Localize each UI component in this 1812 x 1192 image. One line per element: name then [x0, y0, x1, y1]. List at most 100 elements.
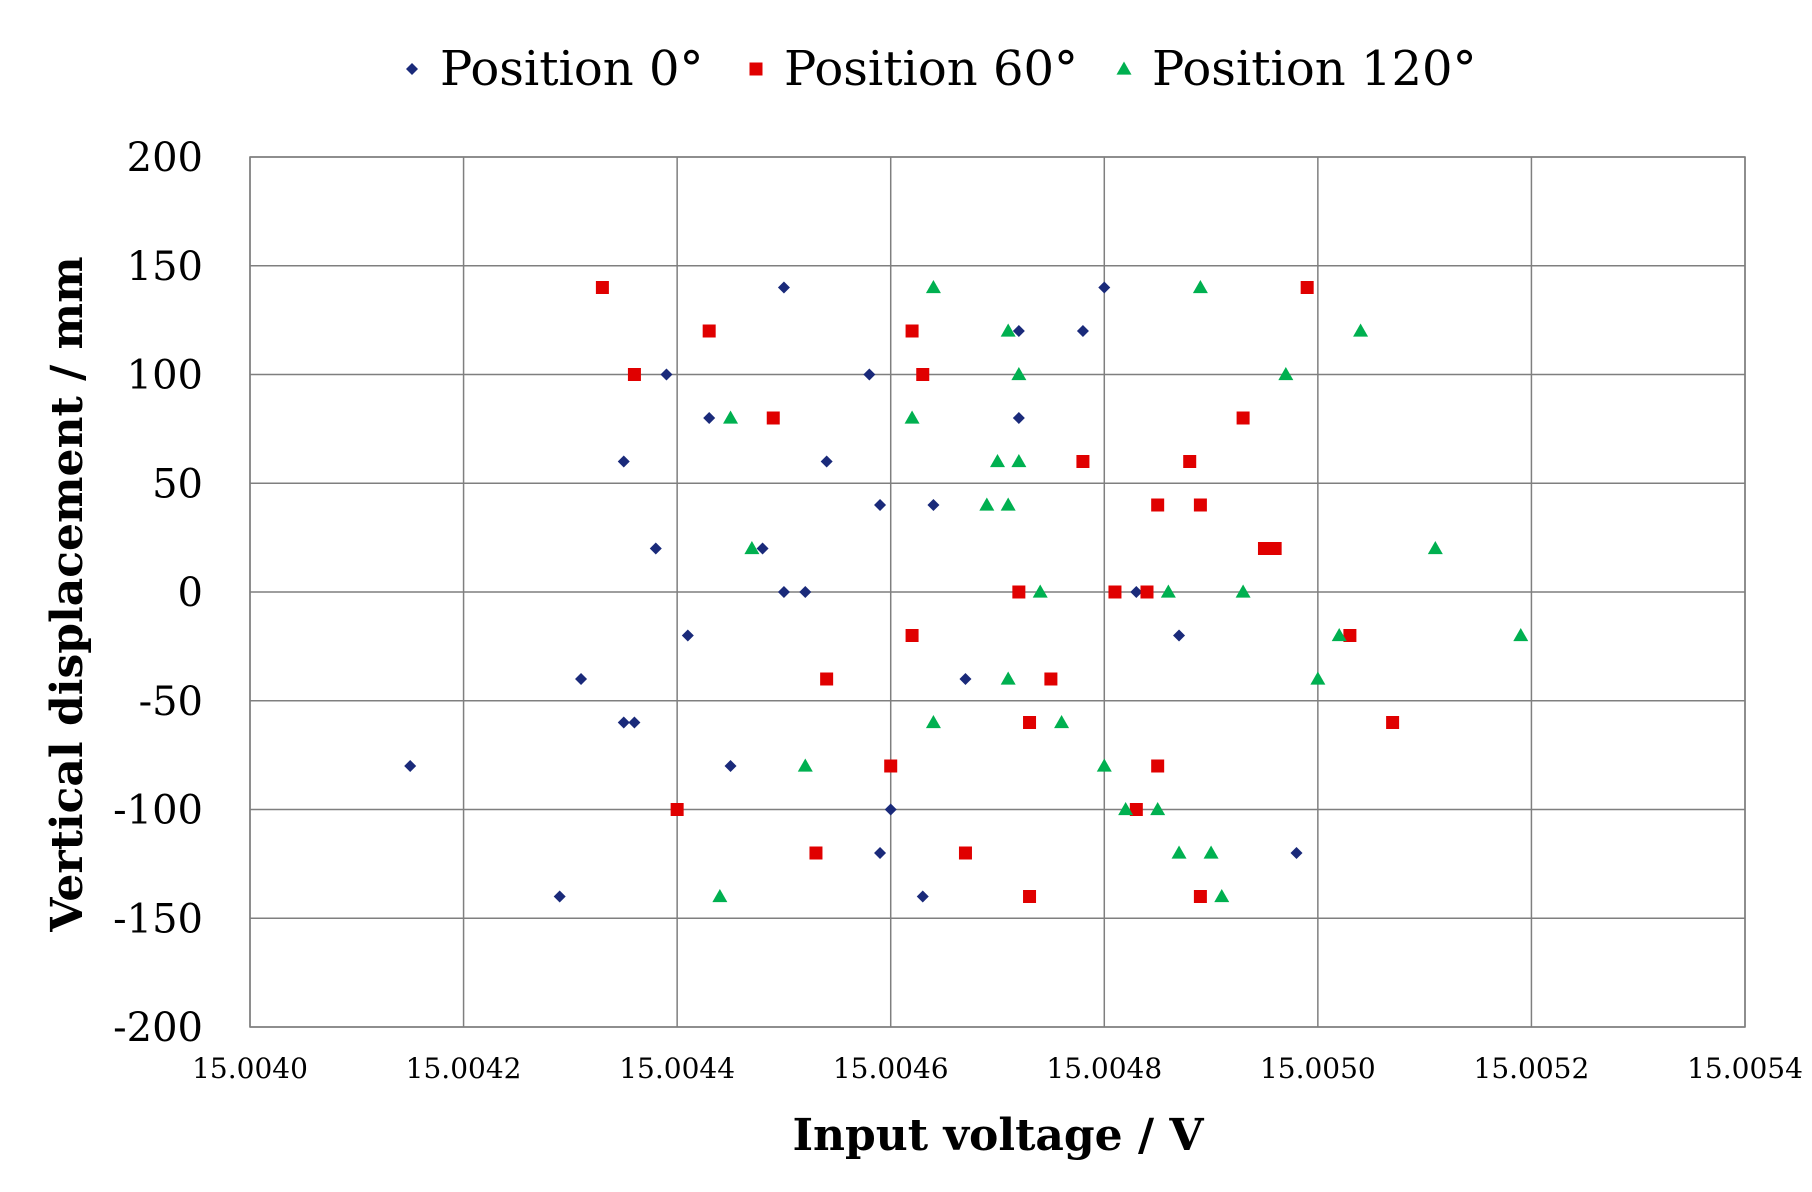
data-point: [1235, 584, 1251, 598]
data-point: [958, 846, 972, 860]
data-point: [1000, 497, 1016, 511]
data-point: [777, 281, 790, 294]
data-point: [1012, 325, 1025, 337]
data-point: [1331, 628, 1347, 642]
x-tick-label: 15.0040: [192, 1052, 308, 1085]
data-point: [723, 410, 739, 424]
x-tick-label: 15.0044: [619, 1052, 735, 1085]
y-tick-label: -50: [139, 679, 203, 725]
series-3: [712, 280, 1529, 903]
data-point: [777, 586, 790, 598]
data-point: [809, 846, 823, 860]
data-point: [1129, 803, 1143, 816]
data-point: [1427, 541, 1443, 555]
data-point: [627, 368, 641, 381]
data-point: [649, 542, 662, 555]
data-point: [1171, 845, 1187, 859]
data-point: [724, 760, 737, 772]
data-point: [628, 716, 641, 729]
plot-border: [249, 156, 1746, 1028]
data-point: [1023, 890, 1037, 903]
legend-item: Position 60°: [749, 41, 1078, 97]
y-axis-ticks: 200 150 100 50 0 -50 -100 -150 -200: [113, 135, 203, 1051]
y-tick-label: -150: [113, 896, 203, 942]
data-point: [874, 499, 887, 511]
triangle-marker-icon: [1116, 61, 1132, 75]
data-point: [925, 280, 941, 294]
y-tick-label: 150: [127, 244, 203, 290]
x-tick-label: 15.0048: [1046, 1052, 1162, 1085]
data-point: [1290, 847, 1303, 859]
data-point: [916, 890, 929, 903]
diamond-marker-icon: [406, 63, 418, 75]
x-tick-label: 15.0046: [833, 1052, 949, 1085]
data-point: [979, 497, 995, 511]
x-tick-label: 15.0050: [1260, 1052, 1376, 1085]
data-point: [959, 673, 972, 685]
data-point: [884, 759, 898, 773]
data-point: [927, 499, 940, 511]
y-tick-label: 0: [178, 570, 203, 616]
series-2: [595, 281, 1400, 903]
data-point: [1151, 759, 1165, 773]
data-point: [1214, 889, 1230, 903]
data-point: [1000, 323, 1016, 337]
data-point: [1150, 802, 1166, 816]
y-tick-label: 200: [127, 135, 203, 181]
data-point: [1310, 671, 1326, 685]
data-point: [660, 368, 673, 381]
legend-label: Position 120°: [1152, 41, 1477, 97]
data-point: [905, 324, 919, 338]
legend: Position 0° Position 60° Position 120°: [406, 41, 1477, 97]
x-tick-label: 15.0042: [406, 1052, 522, 1085]
y-tick-label: -200: [113, 1005, 203, 1051]
data-point: [617, 455, 630, 468]
x-axis-title: Input voltage / V: [792, 1110, 1204, 1161]
data-point: [1011, 367, 1027, 381]
data-point: [766, 411, 780, 425]
data-point: [990, 454, 1005, 468]
data-point: [1076, 325, 1089, 337]
data-point: [1023, 716, 1037, 729]
y-axis-title: Vertical displacement / mm: [42, 256, 93, 932]
data-point: [1054, 715, 1070, 729]
data-point: [1032, 584, 1048, 598]
data-point: [1300, 281, 1314, 294]
data-point: [756, 542, 769, 555]
data-point: [1183, 455, 1197, 468]
data-point: [925, 715, 941, 729]
data-point: [905, 629, 919, 642]
data-point: [1236, 411, 1250, 425]
y-tick-label: -100: [113, 788, 203, 834]
data-point: [1012, 585, 1026, 599]
data-point: [1513, 628, 1529, 642]
data-point: [916, 368, 930, 381]
data-point: [874, 847, 887, 859]
data-point: [1160, 584, 1176, 598]
square-marker-icon: [749, 62, 763, 76]
data-point: [797, 758, 813, 772]
data-point: [670, 803, 684, 816]
y-tick-label: 50: [152, 461, 203, 507]
data-point: [1353, 323, 1369, 337]
data-point: [1268, 542, 1282, 555]
data-point: [1173, 629, 1186, 642]
data-point: [799, 586, 812, 598]
data-point: [1193, 498, 1207, 512]
series-1: [404, 281, 1303, 903]
legend-label: Position 60°: [784, 41, 1078, 97]
data-point: [884, 803, 897, 816]
data-point: [1011, 454, 1027, 468]
data-point: [1203, 845, 1219, 859]
data-point: [703, 412, 716, 424]
legend-item: Position 0°: [406, 41, 703, 97]
legend-item: Position 120°: [1116, 41, 1477, 97]
x-axis-ticks: 15.0040 15.0042 15.0044 15.0046 15.0048 15.00…: [192, 1052, 1803, 1085]
data-point: [1012, 412, 1025, 424]
data-point: [904, 410, 920, 424]
x-tick-label: 15.0054: [1687, 1052, 1803, 1085]
data-point: [1151, 498, 1165, 512]
data-point: [1118, 802, 1134, 816]
